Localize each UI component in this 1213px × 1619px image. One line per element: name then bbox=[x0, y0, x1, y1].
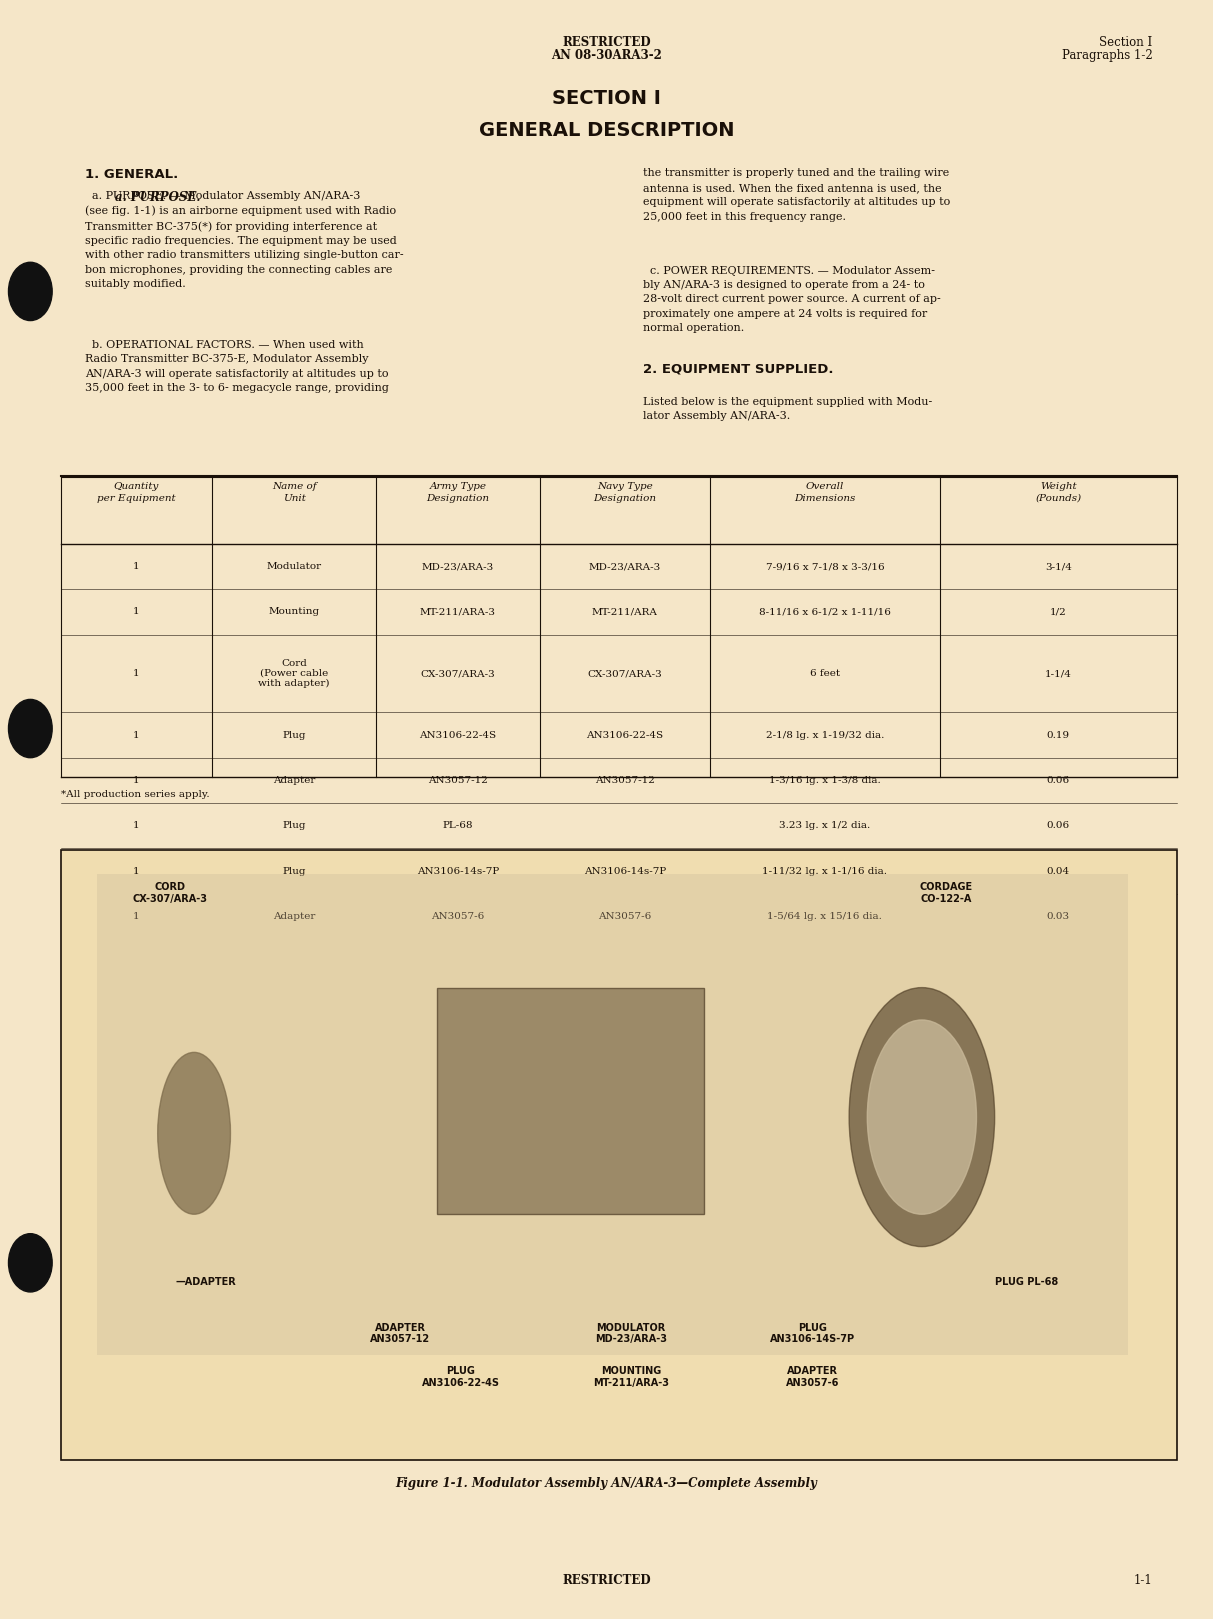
Text: 1-3/16 lg. x 1-3/8 dia.: 1-3/16 lg. x 1-3/8 dia. bbox=[769, 776, 881, 785]
Text: 0.03: 0.03 bbox=[1047, 911, 1070, 921]
Text: RESTRICTED: RESTRICTED bbox=[562, 1574, 651, 1587]
Text: AN 08-30ARA3-2: AN 08-30ARA3-2 bbox=[551, 49, 662, 62]
Text: MD-23/ARA-3: MD-23/ARA-3 bbox=[422, 562, 494, 572]
Text: CORD
CX-307/ARA-3: CORD CX-307/ARA-3 bbox=[132, 882, 207, 903]
Text: Plug: Plug bbox=[283, 821, 306, 831]
Text: 1: 1 bbox=[133, 911, 139, 921]
Text: MOUNTING
MT-211/ARA-3: MOUNTING MT-211/ARA-3 bbox=[593, 1366, 668, 1387]
Text: AN3057-12: AN3057-12 bbox=[428, 776, 488, 785]
Text: 0.06: 0.06 bbox=[1047, 821, 1070, 831]
Text: 8-11/16 x 6-1/2 x 1-11/16: 8-11/16 x 6-1/2 x 1-11/16 bbox=[759, 607, 890, 617]
Text: Weight
(Pounds): Weight (Pounds) bbox=[1035, 482, 1082, 502]
Bar bbox=[437, 988, 704, 1214]
Text: PLUG
AN3106-22-4S: PLUG AN3106-22-4S bbox=[422, 1366, 500, 1387]
Bar bbox=[61, 850, 1177, 1460]
Text: Navy Type
Designation: Navy Type Designation bbox=[593, 482, 656, 502]
Text: 1-5/64 lg. x 15/16 dia.: 1-5/64 lg. x 15/16 dia. bbox=[768, 911, 882, 921]
Circle shape bbox=[8, 699, 52, 758]
Text: b. OPERATIONAL FACTORS. — When used with
Radio Transmitter BC-375-E, Modulator A: b. OPERATIONAL FACTORS. — When used with… bbox=[85, 340, 389, 393]
Text: 7-9/16 x 7-1/8 x 3-3/16: 7-9/16 x 7-1/8 x 3-3/16 bbox=[765, 562, 884, 572]
Text: AN3057-12: AN3057-12 bbox=[594, 776, 655, 785]
Ellipse shape bbox=[158, 1052, 230, 1214]
Text: 1-11/32 lg. x 1-1/16 dia.: 1-11/32 lg. x 1-1/16 dia. bbox=[762, 866, 888, 876]
Text: ADAPTER
AN3057-12: ADAPTER AN3057-12 bbox=[370, 1323, 431, 1344]
Text: AN3057-6: AN3057-6 bbox=[598, 911, 651, 921]
Text: 1-1/4: 1-1/4 bbox=[1044, 669, 1072, 678]
Text: MD-23/ARA-3: MD-23/ARA-3 bbox=[588, 562, 661, 572]
Text: 1-1: 1-1 bbox=[1134, 1574, 1152, 1587]
Text: ADAPTER
AN3057-6: ADAPTER AN3057-6 bbox=[786, 1366, 839, 1387]
Text: 0.19: 0.19 bbox=[1047, 730, 1070, 740]
Bar bbox=[97, 874, 1128, 1355]
Text: Plug: Plug bbox=[283, 866, 306, 876]
Text: 1/2: 1/2 bbox=[1050, 607, 1066, 617]
Text: a. PURPOSE. — Modulator Assembly AN/ARA-3
(see fig. 1-1) is an airborne equipmen: a. PURPOSE. — Modulator Assembly AN/ARA-… bbox=[85, 191, 404, 290]
Text: a. PURPOSE.: a. PURPOSE. bbox=[115, 191, 200, 204]
Text: 1: 1 bbox=[133, 776, 139, 785]
Text: Adapter: Adapter bbox=[273, 776, 315, 785]
Text: 1: 1 bbox=[133, 866, 139, 876]
Text: Plug: Plug bbox=[283, 730, 306, 740]
Text: 1: 1 bbox=[133, 669, 139, 678]
Text: AN3106-22-4S: AN3106-22-4S bbox=[420, 730, 496, 740]
Text: MT-211/ARA-3: MT-211/ARA-3 bbox=[420, 607, 496, 617]
Text: Section I: Section I bbox=[1099, 36, 1152, 49]
Text: Listed below is the equipment supplied with Modu-
lator Assembly AN/ARA-3.: Listed below is the equipment supplied w… bbox=[643, 397, 932, 421]
Text: 0.04: 0.04 bbox=[1047, 866, 1070, 876]
Text: Adapter: Adapter bbox=[273, 911, 315, 921]
Ellipse shape bbox=[867, 1020, 976, 1214]
Text: 3.23 lg. x 1/2 dia.: 3.23 lg. x 1/2 dia. bbox=[779, 821, 871, 831]
Text: AN3106-14s-7P: AN3106-14s-7P bbox=[583, 866, 666, 876]
Text: PL-68: PL-68 bbox=[443, 821, 473, 831]
Text: *All production series apply.: *All production series apply. bbox=[61, 790, 210, 800]
Text: Army Type
Designation: Army Type Designation bbox=[427, 482, 489, 502]
Circle shape bbox=[8, 1234, 52, 1292]
Ellipse shape bbox=[849, 988, 995, 1247]
Text: 6 feet: 6 feet bbox=[810, 669, 839, 678]
Text: Modulator: Modulator bbox=[267, 562, 321, 572]
Text: GENERAL DESCRIPTION: GENERAL DESCRIPTION bbox=[479, 121, 734, 141]
Text: PLUG
AN3106-14S-7P: PLUG AN3106-14S-7P bbox=[770, 1323, 855, 1344]
Text: CORDAGE
CO-122-A: CORDAGE CO-122-A bbox=[919, 882, 973, 903]
Text: Name of
Unit: Name of Unit bbox=[272, 482, 317, 502]
Text: Overall
Dimensions: Overall Dimensions bbox=[795, 482, 855, 502]
Text: AN3106-14s-7P: AN3106-14s-7P bbox=[417, 866, 499, 876]
Text: —ADAPTER: —ADAPTER bbox=[176, 1277, 237, 1287]
Text: MT-211/ARA: MT-211/ARA bbox=[592, 607, 657, 617]
Text: 1. GENERAL.: 1. GENERAL. bbox=[85, 168, 178, 181]
Text: MODULATOR
MD-23/ARA-3: MODULATOR MD-23/ARA-3 bbox=[594, 1323, 667, 1344]
Text: PLUG PL-68: PLUG PL-68 bbox=[995, 1277, 1058, 1287]
Text: 2-1/8 lg. x 1-19/32 dia.: 2-1/8 lg. x 1-19/32 dia. bbox=[765, 730, 884, 740]
Text: Quantity
per Equipment: Quantity per Equipment bbox=[97, 482, 176, 502]
Text: Cord
(Power cable
with adapter): Cord (Power cable with adapter) bbox=[258, 659, 330, 688]
Text: 0.06: 0.06 bbox=[1047, 776, 1070, 785]
Text: Figure 1-1. Modulator Assembly AN/ARA-3—Complete Assembly: Figure 1-1. Modulator Assembly AN/ARA-3—… bbox=[395, 1477, 818, 1489]
Text: 1: 1 bbox=[133, 607, 139, 617]
Text: 1: 1 bbox=[133, 821, 139, 831]
Circle shape bbox=[8, 262, 52, 321]
Text: SECTION I: SECTION I bbox=[552, 89, 661, 108]
Text: AN3057-6: AN3057-6 bbox=[432, 911, 484, 921]
Text: 1: 1 bbox=[133, 730, 139, 740]
Text: c. POWER REQUIREMENTS. — Modulator Assem-
bly AN/ARA-3 is designed to operate fr: c. POWER REQUIREMENTS. — Modulator Assem… bbox=[643, 266, 940, 334]
Text: RESTRICTED: RESTRICTED bbox=[562, 36, 651, 49]
Text: Paragraphs 1-2: Paragraphs 1-2 bbox=[1061, 49, 1152, 62]
Text: AN3106-22-4S: AN3106-22-4S bbox=[586, 730, 664, 740]
Text: CX-307/ARA-3: CX-307/ARA-3 bbox=[421, 669, 495, 678]
Text: Mounting: Mounting bbox=[268, 607, 320, 617]
Text: 2. EQUIPMENT SUPPLIED.: 2. EQUIPMENT SUPPLIED. bbox=[643, 363, 833, 376]
Text: CX-307/ARA-3: CX-307/ARA-3 bbox=[587, 669, 662, 678]
Text: 1: 1 bbox=[133, 562, 139, 572]
Text: the transmitter is properly tuned and the trailing wire
antenna is used. When th: the transmitter is properly tuned and th… bbox=[643, 168, 950, 222]
Text: 3-1/4: 3-1/4 bbox=[1044, 562, 1072, 572]
